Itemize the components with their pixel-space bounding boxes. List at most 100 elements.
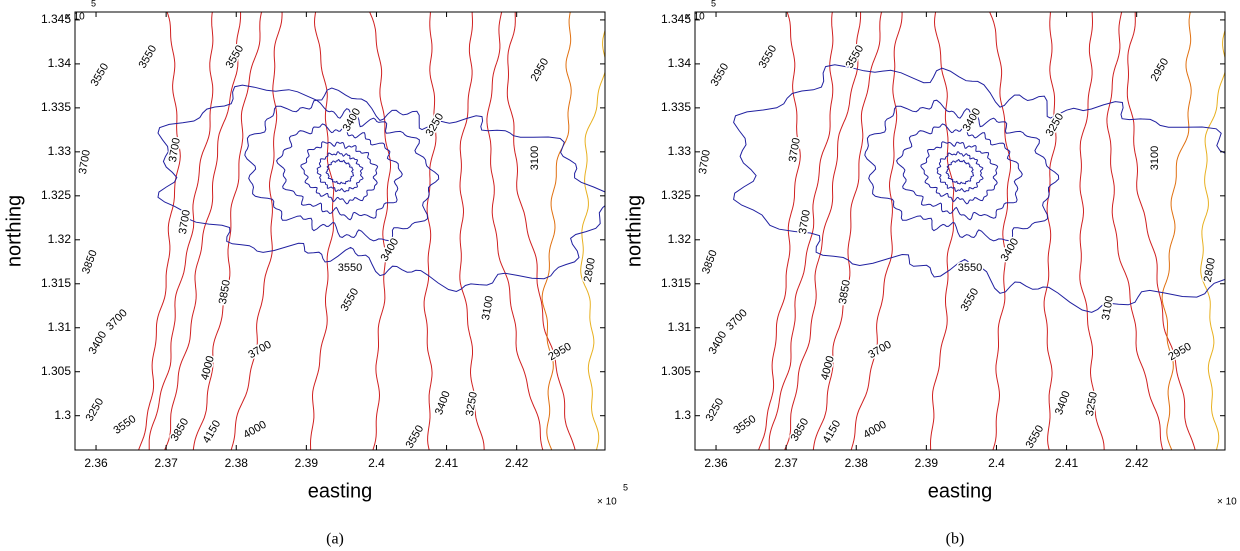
contour-line	[164, 12, 242, 450]
contour-label: 3850	[700, 248, 720, 275]
x-tick-label: 2.39	[915, 456, 939, 470]
y-exponent: 5	[91, 0, 96, 8]
contour-line	[864, 99, 1060, 242]
x-tick-label: 2.37	[154, 456, 178, 470]
x-exponent-base: × 10	[597, 497, 617, 508]
contour-label: 3550	[338, 262, 362, 274]
y-tick-label: 1.335	[41, 100, 71, 114]
contour-line	[300, 141, 379, 205]
contour-line	[1126, 12, 1196, 450]
contour-label: 3700	[167, 137, 183, 163]
contour-line	[784, 12, 862, 450]
contour-line	[309, 12, 335, 450]
contour-label: 3400	[341, 106, 364, 133]
y-tick-label: 1.325	[41, 188, 71, 202]
contour-line	[989, 12, 1011, 450]
contour-label: 3700	[866, 339, 893, 362]
x-tick-label: 2.41	[1055, 456, 1079, 470]
contour-label: 3250	[464, 391, 480, 417]
x-tick-label: 2.38	[225, 456, 249, 470]
y-exponent-base: × 10	[685, 12, 705, 23]
contour-label: 3550	[757, 43, 780, 70]
x-tick-label: 2.4	[988, 456, 1005, 470]
x-tick-label: 2.4	[368, 456, 385, 470]
contour-label: 4000	[861, 419, 888, 442]
contour-label: 3550	[1024, 423, 1047, 450]
contour-label: 3550	[844, 43, 867, 70]
contour-label: 3550	[89, 61, 112, 88]
contour-line	[244, 99, 440, 242]
y-tick-label: 1.335	[661, 100, 691, 114]
contour-label: 3850	[169, 416, 192, 443]
contour-label: 3100	[480, 295, 496, 321]
contour-line	[580, 28, 605, 450]
x-tick-label: 2.42	[1125, 456, 1149, 470]
contour-label: 3400	[87, 329, 110, 356]
contour-label: 3850	[837, 279, 853, 305]
x-tick-label: 2.39	[295, 456, 319, 470]
contour-label: 3550	[958, 262, 982, 274]
plot-frame	[74, 11, 606, 451]
contour-line	[230, 12, 283, 450]
y-tick-label: 1.33	[48, 144, 72, 158]
contour-line	[138, 12, 181, 450]
y-tick-label: 1.305	[41, 364, 71, 378]
contour-label: 3400	[999, 236, 1022, 263]
contour-label: 4150	[201, 418, 224, 445]
y-tick-label: 1.32	[48, 232, 72, 246]
y-tick-label: 1.34	[48, 56, 72, 70]
contour-label: 3700	[697, 149, 713, 175]
x-tick-label: 2.36	[704, 456, 728, 470]
contour-label: 3250	[84, 396, 107, 423]
contour-line	[1043, 12, 1057, 450]
contour-label: 3100	[1100, 295, 1116, 321]
contour-label: 4000	[819, 355, 837, 382]
contour-label: 3550	[111, 413, 138, 437]
contour-line	[316, 151, 364, 193]
caption: (b)	[946, 531, 965, 548]
contour-label: 3400	[961, 106, 984, 133]
x-label: easting	[928, 480, 993, 502]
contour-line	[768, 12, 834, 450]
contour-line	[936, 151, 984, 193]
contour-label: 3700	[104, 307, 130, 333]
contour-label: 3550	[404, 423, 427, 450]
contour-line	[157, 84, 605, 293]
y-tick-label: 1.325	[661, 188, 691, 202]
contour-line	[1161, 12, 1192, 450]
x-tick-label: 2.41	[435, 456, 459, 470]
y-tick-label: 1.345	[661, 12, 691, 26]
x-tick-label: 2.36	[84, 456, 108, 470]
contour-line	[541, 12, 572, 450]
contour-label: 3850	[217, 279, 233, 305]
y-tick-label: 1.305	[661, 364, 691, 378]
contour-line	[1200, 28, 1225, 450]
contour-line	[506, 12, 576, 450]
contour-label: 2800	[582, 257, 598, 283]
y-tick-label: 1.31	[668, 320, 692, 334]
y-tick-label: 1.315	[41, 276, 71, 290]
x-exponent: 5	[623, 482, 628, 492]
y-tick-label: 1.33	[668, 144, 692, 158]
contour-label: 2800	[1202, 257, 1218, 283]
contour-line	[920, 141, 999, 205]
y-label: northing	[623, 195, 645, 267]
contour-label: 3100	[529, 146, 541, 170]
contour-label: 2950	[529, 56, 552, 83]
contours	[733, 12, 1225, 450]
contour-label: 3850	[80, 248, 100, 275]
contour-line	[423, 12, 437, 450]
y-tick-label: 1.34	[668, 56, 692, 70]
contour-label: 2950	[1149, 56, 1172, 83]
y-tick-label: 1.31	[48, 320, 72, 334]
y-label: northing	[3, 195, 25, 267]
x-tick-label: 2.37	[774, 456, 798, 470]
contour-label: 3550	[224, 43, 247, 70]
x-exponent-base: × 10	[1217, 497, 1237, 508]
y-exponent: 5	[711, 0, 716, 8]
y-tick-label: 1.3	[674, 408, 691, 422]
contour-line	[325, 159, 355, 185]
caption: (a)	[326, 531, 344, 548]
contour-label: 3400	[379, 236, 402, 263]
